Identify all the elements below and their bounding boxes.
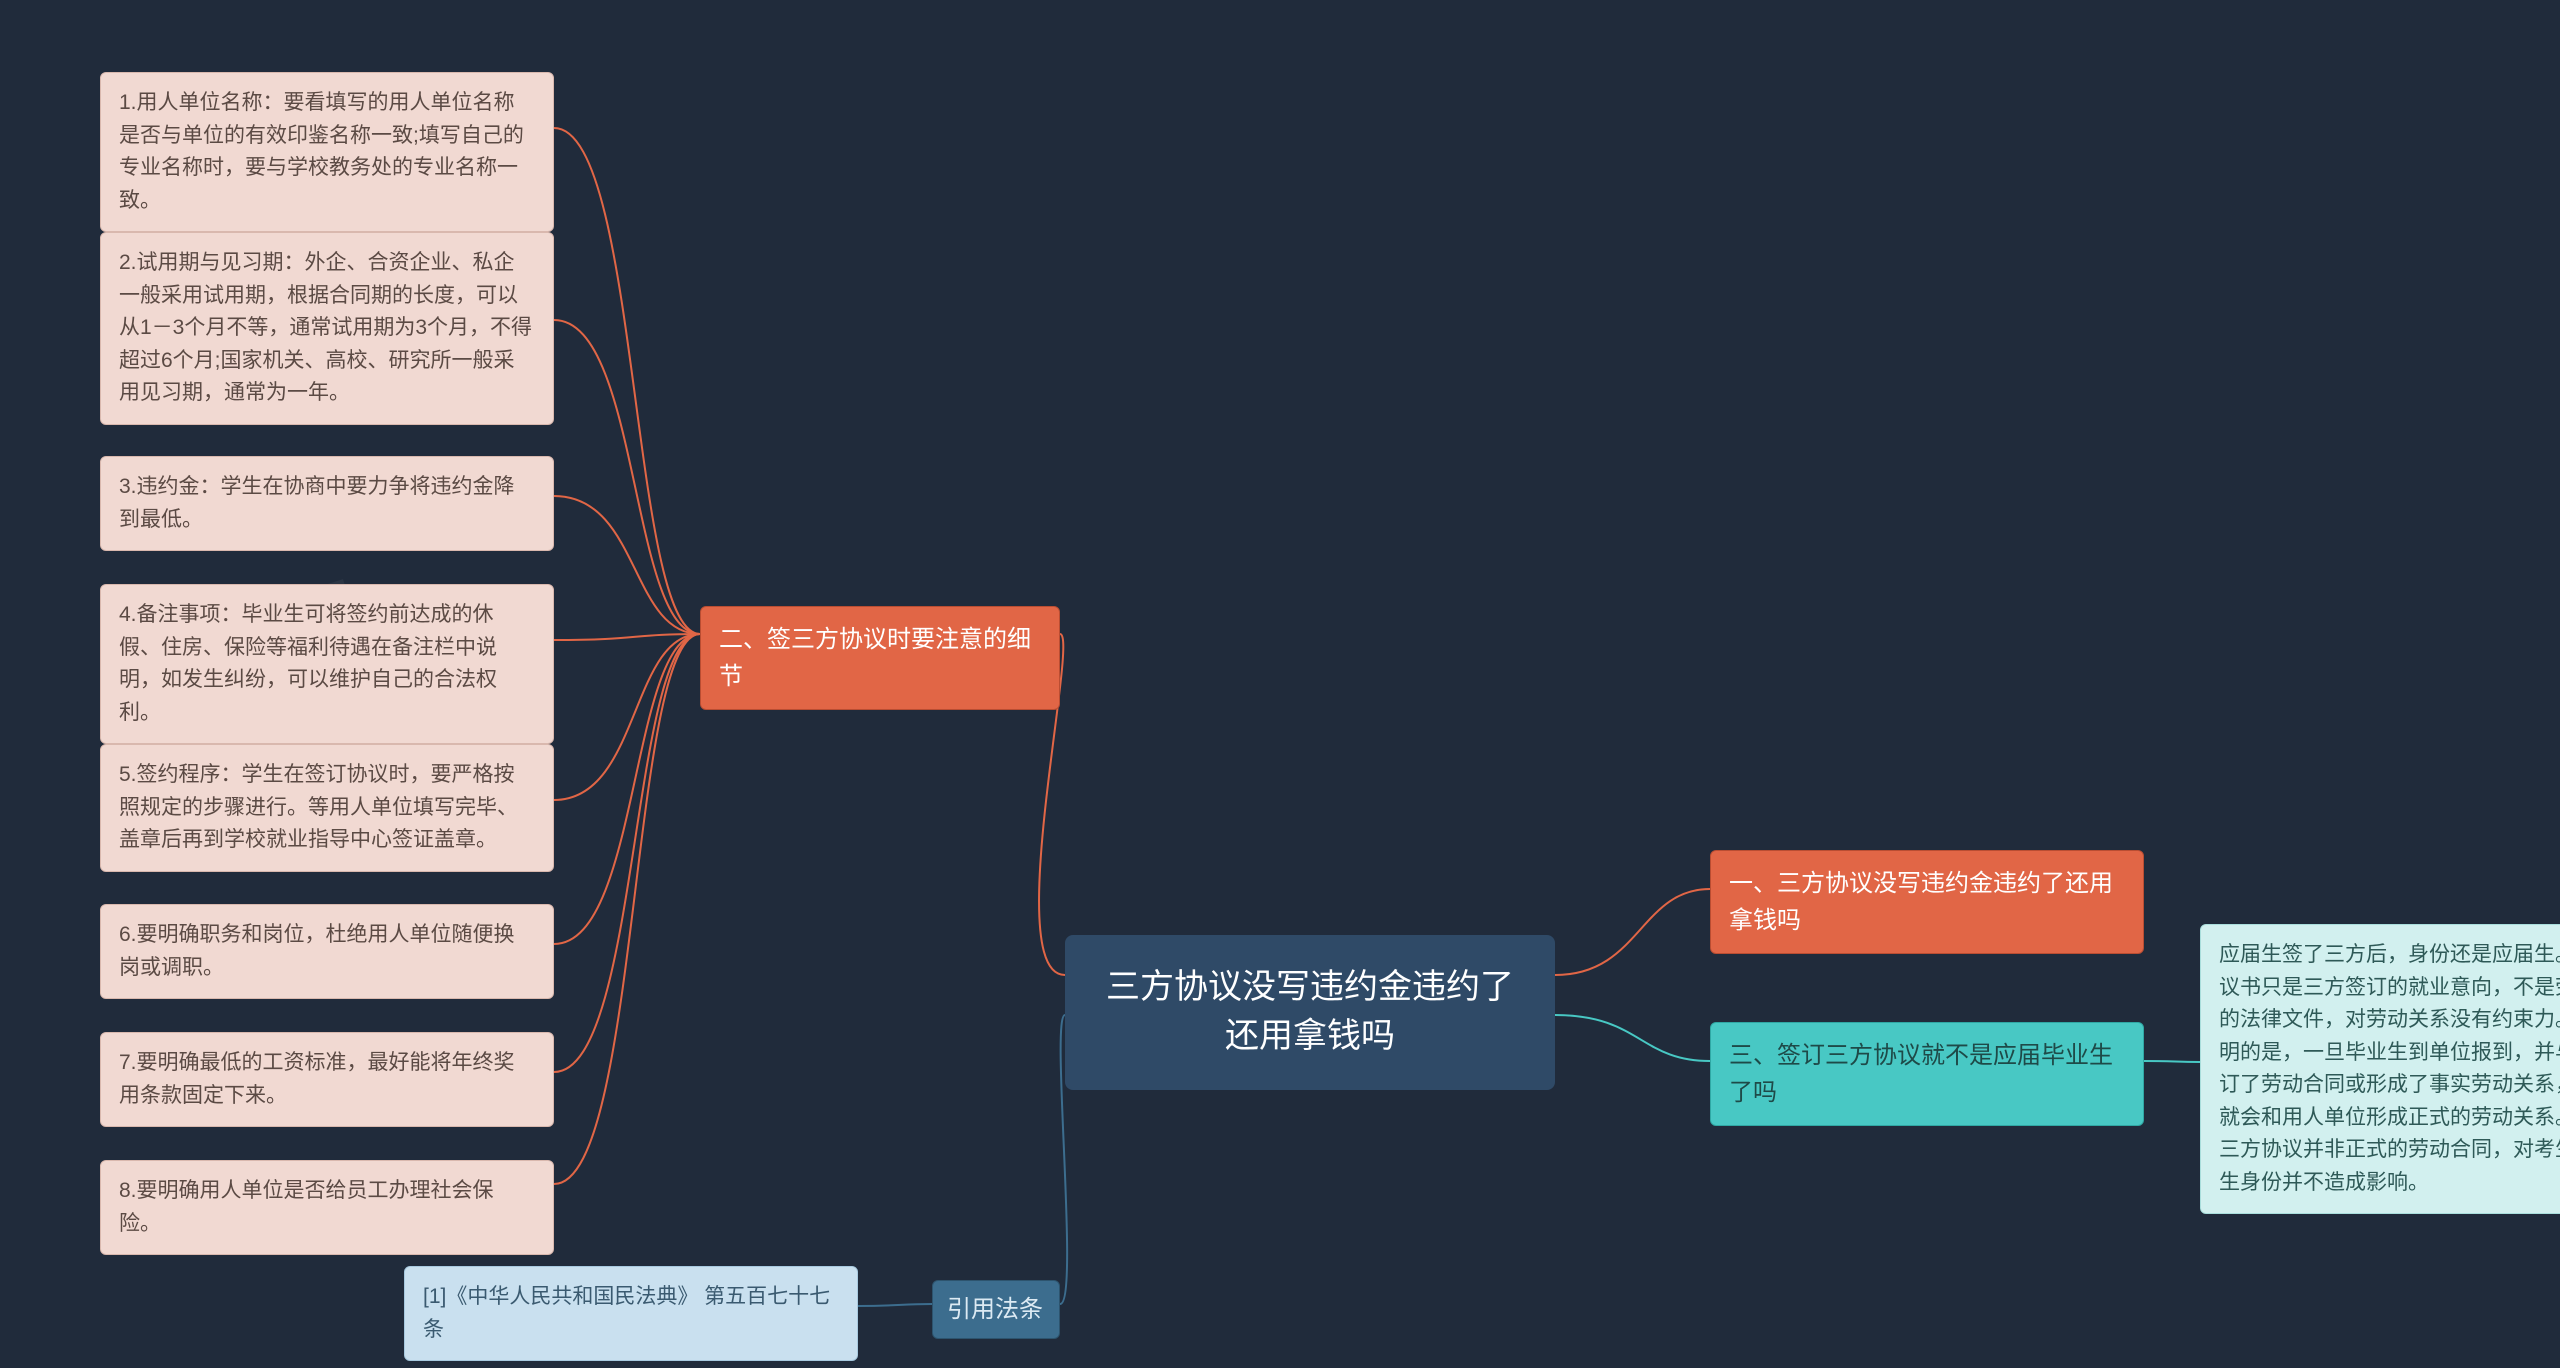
branch-left-2[interactable]: 引用法条 xyxy=(932,1280,1060,1339)
leaf-l1-7-text: 7.要明确最低的工资标准，最好能将年终奖用条款固定下来。 xyxy=(119,1051,515,1107)
branch-left-1-text: 二、签三方协议时要注意的细节 xyxy=(719,626,1031,690)
root-text: 三方协议没写违约金违约了还用拿钱吗 xyxy=(1106,968,1514,1055)
leaf-l1-3[interactable]: 3.违约金：学生在协商中要力争将违约金降到最低。 xyxy=(100,456,554,551)
leaf-l1-4[interactable]: 4.备注事项：毕业生可将签约前达成的休假、住房、保险等福利待遇在备注栏中说明，如… xyxy=(100,584,554,744)
branch-left-1[interactable]: 二、签三方协议时要注意的细节 xyxy=(700,606,1060,710)
leaf-l1-1-text: 1.用人单位名称：要看填写的用人单位名称是否与单位的有效印鉴名称一致;填写自己的… xyxy=(119,91,524,212)
branch-right-2[interactable]: 三、签订三方协议就不是应届毕业生了吗 xyxy=(1710,1022,2144,1126)
leaf-l2-1[interactable]: [1]《中华人民共和国民法典》 第五百七十七条 xyxy=(404,1266,858,1361)
leaf-l1-5[interactable]: 5.签约程序：学生在签订协议时，要严格按照规定的步骤进行。等用人单位填写完毕、盖… xyxy=(100,744,554,872)
leaf-l1-4-text: 4.备注事项：毕业生可将签约前达成的休假、住房、保险等福利待遇在备注栏中说明，如… xyxy=(119,603,497,724)
leaf-l2-1-text: [1]《中华人民共和国民法典》 第五百七十七条 xyxy=(423,1285,830,1341)
branch-left-2-text: 引用法条 xyxy=(947,1296,1043,1323)
branch-right-1-text: 一、三方协议没写违约金违约了还用拿钱吗 xyxy=(1729,870,2113,934)
leaf-l1-2-text: 2.试用期与见习期：外企、合资企业、私企一般采用试用期，根据合同期的长度，可以从… xyxy=(119,251,532,404)
leaf-l1-3-text: 3.违约金：学生在协商中要力争将违约金降到最低。 xyxy=(119,475,515,531)
mindmap-canvas: 问 三方协议没写违约金违约了还用拿钱吗 一、三方协议没写违约金违约了还用拿钱吗 … xyxy=(0,0,2560,1368)
leaf-l1-1[interactable]: 1.用人单位名称：要看填写的用人单位名称是否与单位的有效印鉴名称一致;填写自己的… xyxy=(100,72,554,232)
leaf-right-2-1[interactable]: 应届生签了三方后，身份还是应届生。三方协议书只是三方签订的就业意向，不是劳动关系… xyxy=(2200,924,2560,1214)
leaf-l1-7[interactable]: 7.要明确最低的工资标准，最好能将年终奖用条款固定下来。 xyxy=(100,1032,554,1127)
leaf-l1-6[interactable]: 6.要明确职务和岗位，杜绝用人单位随便换岗或调职。 xyxy=(100,904,554,999)
branch-right-2-text: 三、签订三方协议就不是应届毕业生了吗 xyxy=(1729,1042,2113,1106)
branch-right-1[interactable]: 一、三方协议没写违约金违约了还用拿钱吗 xyxy=(1710,850,2144,954)
leaf-right-2-1-text: 应届生签了三方后，身份还是应届生。三方协议书只是三方签订的就业意向，不是劳动关系… xyxy=(2219,943,2560,1194)
leaf-l1-8-text: 8.要明确用人单位是否给员工办理社会保险。 xyxy=(119,1179,494,1235)
leaf-l1-8[interactable]: 8.要明确用人单位是否给员工办理社会保险。 xyxy=(100,1160,554,1255)
leaf-l1-6-text: 6.要明确职务和岗位，杜绝用人单位随便换岗或调职。 xyxy=(119,923,515,979)
root-node[interactable]: 三方协议没写违约金违约了还用拿钱吗 xyxy=(1065,935,1555,1090)
leaf-l1-2[interactable]: 2.试用期与见习期：外企、合资企业、私企一般采用试用期，根据合同期的长度，可以从… xyxy=(100,232,554,425)
leaf-l1-5-text: 5.签约程序：学生在签订协议时，要严格按照规定的步骤进行。等用人单位填写完毕、盖… xyxy=(119,763,518,851)
